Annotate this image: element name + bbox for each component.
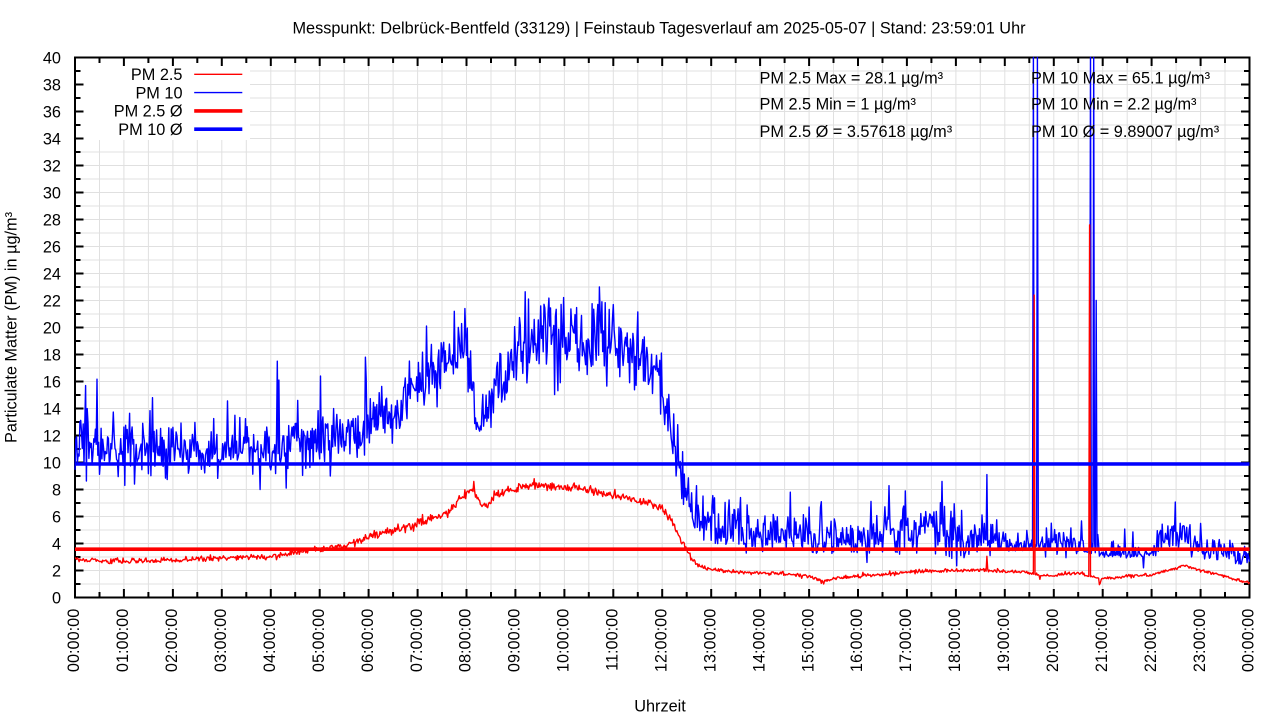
svg-text:8: 8 (52, 481, 61, 499)
svg-text:14: 14 (43, 400, 61, 418)
svg-text:PM 10 Max = 65.1 µg/m³: PM 10 Max = 65.1 µg/m³ (1031, 69, 1211, 87)
svg-text:08:00:00: 08:00:00 (457, 609, 475, 672)
svg-text:20:00:00: 20:00:00 (1044, 609, 1062, 672)
svg-text:00:00:00: 00:00:00 (65, 609, 83, 672)
svg-text:10: 10 (43, 454, 61, 472)
svg-text:22: 22 (43, 292, 61, 310)
svg-text:24: 24 (43, 265, 61, 283)
svg-text:07:00:00: 07:00:00 (408, 609, 426, 672)
svg-text:05:00:00: 05:00:00 (310, 609, 328, 672)
svg-text:12: 12 (43, 427, 61, 445)
svg-text:0: 0 (52, 589, 61, 607)
svg-text:Particulate Matter (PM) in µg/: Particulate Matter (PM) in µg/m³ (3, 211, 21, 443)
svg-text:28: 28 (43, 211, 61, 229)
svg-text:20: 20 (43, 319, 61, 337)
svg-text:23:00:00: 23:00:00 (1191, 609, 1209, 672)
svg-text:2: 2 (52, 562, 61, 580)
svg-text:10:00:00: 10:00:00 (555, 609, 573, 672)
svg-text:15:00:00: 15:00:00 (799, 609, 817, 672)
svg-text:PM 10: PM 10 (135, 84, 182, 102)
svg-text:21:00:00: 21:00:00 (1093, 609, 1111, 672)
svg-text:PM 10 Ø = 9.89007 µg/m³: PM 10 Ø = 9.89007 µg/m³ (1031, 123, 1220, 141)
svg-text:PM 2.5 Min = 1 µg/m³: PM 2.5 Min = 1 µg/m³ (760, 95, 917, 113)
svg-text:03:00:00: 03:00:00 (212, 609, 230, 672)
svg-text:PM 2.5 Ø: PM 2.5 Ø (114, 103, 183, 121)
svg-text:36: 36 (43, 103, 61, 121)
svg-text:04:00:00: 04:00:00 (261, 609, 279, 672)
svg-text:32: 32 (43, 157, 61, 175)
svg-text:16: 16 (43, 373, 61, 391)
svg-text:6: 6 (52, 508, 61, 526)
svg-text:18: 18 (43, 346, 61, 364)
svg-text:16:00:00: 16:00:00 (848, 609, 866, 672)
svg-text:06:00:00: 06:00:00 (359, 609, 377, 672)
svg-text:01:00:00: 01:00:00 (114, 609, 132, 672)
svg-text:34: 34 (43, 130, 61, 148)
svg-text:17:00:00: 17:00:00 (897, 609, 915, 672)
svg-text:PM 10 Ø: PM 10 Ø (118, 121, 183, 139)
svg-text:4: 4 (52, 535, 61, 553)
svg-text:PM 2.5: PM 2.5 (131, 66, 183, 84)
svg-text:26: 26 (43, 238, 61, 256)
svg-text:02:00:00: 02:00:00 (163, 609, 181, 672)
svg-text:12:00:00: 12:00:00 (653, 609, 671, 672)
svg-text:18:00:00: 18:00:00 (946, 609, 964, 672)
svg-text:30: 30 (43, 184, 61, 202)
svg-text:Uhrzeit: Uhrzeit (634, 698, 686, 716)
svg-text:00:00:00: 00:00:00 (1240, 609, 1258, 672)
svg-text:40: 40 (43, 49, 61, 67)
svg-text:11:00:00: 11:00:00 (604, 609, 622, 671)
svg-text:PM 2.5 Max = 28.1 µg/m³: PM 2.5 Max = 28.1 µg/m³ (760, 69, 944, 87)
svg-text:22:00:00: 22:00:00 (1142, 609, 1160, 672)
svg-text:38: 38 (43, 76, 61, 94)
svg-text:13:00:00: 13:00:00 (701, 609, 719, 672)
svg-text:14:00:00: 14:00:00 (750, 609, 768, 672)
svg-text:09:00:00: 09:00:00 (506, 609, 524, 672)
svg-text:Messpunkt: Delbrück-Bentfeld (: Messpunkt: Delbrück-Bentfeld (33129) | F… (292, 20, 1026, 38)
svg-text:PM 10 Min = 2.2 µg/m³: PM 10 Min = 2.2 µg/m³ (1031, 95, 1197, 113)
svg-text:19:00:00: 19:00:00 (995, 609, 1013, 672)
svg-text:PM 2.5 Ø = 3.57618 µg/m³: PM 2.5 Ø = 3.57618 µg/m³ (760, 123, 953, 141)
